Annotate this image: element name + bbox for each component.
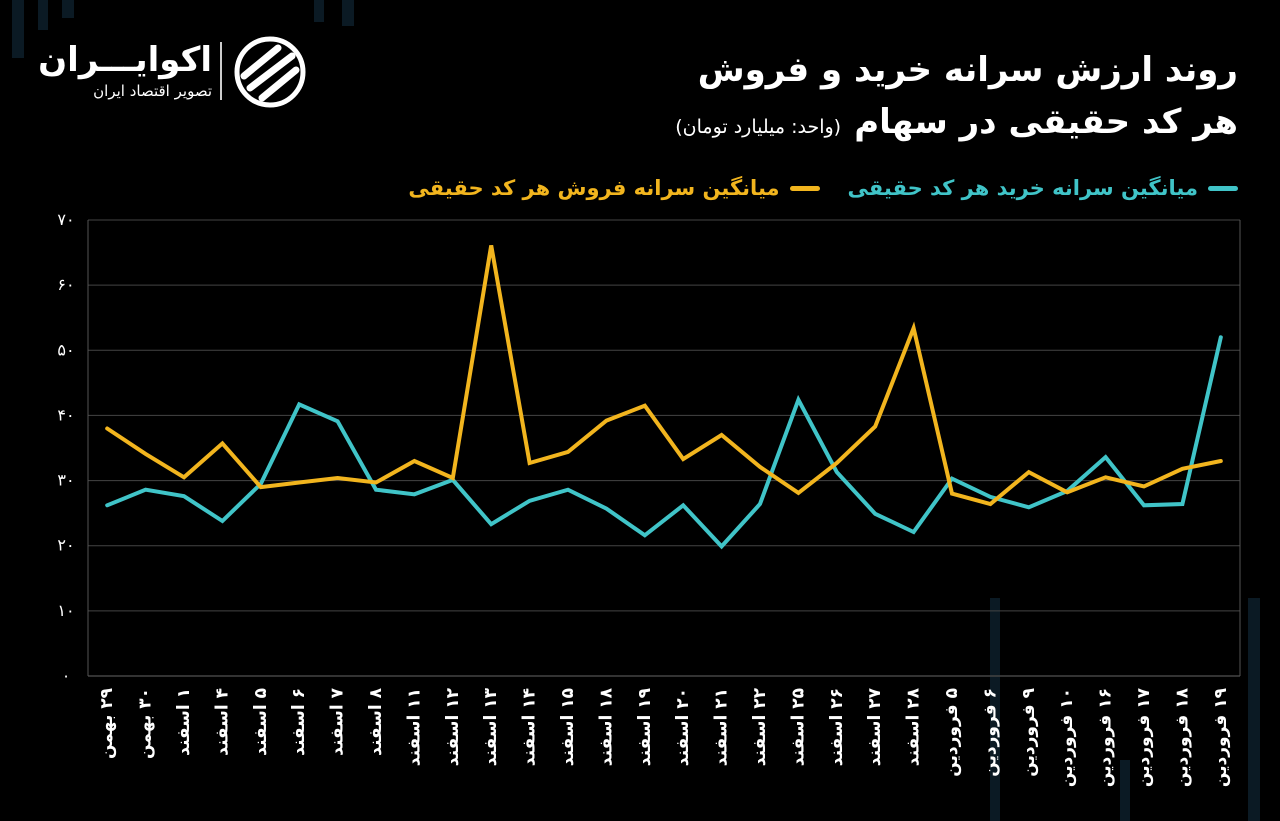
y-tick-label: ۵۰ (57, 340, 74, 359)
x-tick-label: ۴ اسفند (212, 688, 232, 756)
background-bar (38, 0, 48, 30)
y-tick-label: ۴۰ (57, 405, 74, 424)
background-bar (1248, 598, 1260, 821)
legend-label-sell: میانگین سرانه فروش هر کد حقیقی (408, 176, 780, 200)
y-tick-label: ۷۰ (57, 210, 74, 229)
x-tick-label: ۸ اسفند (366, 687, 386, 755)
background-bar (314, 0, 324, 22)
y-tick-label: ۱۰ (57, 601, 74, 620)
x-tick-label: ۱۱ اسفند (404, 688, 424, 766)
x-tick-label: ۱۵ اسفند (558, 688, 578, 766)
x-tick-label: ۱۸ اسفند (596, 687, 616, 766)
x-tick-label: ۱۴ اسفند (520, 688, 540, 766)
background-bar (1120, 760, 1130, 821)
x-tick-label: ۵ فروردین (942, 688, 962, 777)
x-tick-label: ۲۰ اسفند (673, 688, 693, 766)
title-line-2-text: هر کد حقیقی در سهام (854, 102, 1238, 142)
background-bar (990, 598, 1000, 821)
background-bar (62, 0, 74, 18)
x-tick-label: ۲۲ اسفند (750, 687, 770, 766)
logo-name: اکوایـــران (38, 40, 212, 80)
x-tick-label: ۱۹ اسفند (635, 687, 655, 766)
title-line-1: روند ارزش سرانه خرید و فروش (697, 50, 1238, 90)
y-tick-label: ۳۰ (57, 471, 74, 490)
x-tick-label: ۱۰ فروردین (1057, 688, 1077, 787)
x-tick-label: ۲۵ اسفند (788, 688, 808, 766)
x-tick-label: ۶ اسفند (289, 688, 309, 756)
logo-subtitle: تصویر اقتصاد ایران (93, 82, 212, 100)
x-tick-label: ۲۹ بهمن (97, 687, 117, 759)
unit-label: (واحد: میلیارد تومان) (675, 116, 842, 138)
logo: اکوایـــران تصویر اقتصاد ایران (38, 36, 310, 108)
legend-item-buy: میانگین سرانه خرید هر کد حقیقی (848, 176, 1238, 200)
legend-swatch-buy (1208, 185, 1238, 191)
x-tick-label: ۳۰ بهمن (136, 688, 156, 759)
y-tick-label: ۶۰ (57, 275, 74, 294)
background-bar (342, 0, 354, 26)
x-tick-label: ۱۷ فروردین (1134, 687, 1154, 787)
x-tick-label: ۲۸ اسفند (904, 687, 924, 766)
legend: میانگین سرانه خرید هر کد حقیقی میانگین س… (408, 176, 1238, 200)
background-bar (12, 0, 24, 58)
x-tick-label: ۱ اسفند (174, 688, 194, 756)
x-tick-label: ۱۲ اسفند (443, 687, 463, 766)
x-tick-label: ۶ فروردین (980, 688, 1000, 777)
x-tick-label: ۹ فروردین (1019, 687, 1039, 776)
x-tick-label: ۲۷ اسفند (865, 687, 885, 766)
x-tick-label: ۷ اسفند (328, 687, 348, 755)
chart-title: روند ارزش سرانه خرید و فروش هر کد حقیقی … (675, 44, 1238, 154)
y-tick-label: ۰ (62, 666, 71, 685)
legend-item-sell: میانگین سرانه فروش هر کد حقیقی (408, 176, 820, 200)
x-tick-label: ۱۳ اسفند (481, 687, 501, 766)
y-tick-label: ۲۰ (57, 536, 74, 555)
ecoiran-logo-icon (234, 36, 306, 108)
x-tick-label: ۱۸ فروردین (1172, 687, 1192, 787)
logo-divider (220, 42, 222, 100)
legend-label-buy: میانگین سرانه خرید هر کد حقیقی (847, 176, 1198, 200)
x-tick-label: ۱۶ فروردین (1096, 688, 1116, 787)
x-tick-label: ۱۹ فروردین (1211, 687, 1231, 787)
series-line-buy (105, 335, 1223, 550)
legend-swatch-sell (789, 185, 820, 191)
x-tick-label: ۵ اسفند (251, 688, 271, 756)
x-tick-label: ۲۱ اسفند (712, 688, 732, 766)
title-line-2: هر کد حقیقی در سهام (واحد: میلیارد تومان… (675, 96, 1238, 154)
series-line-sell (105, 245, 1223, 507)
x-tick-label: ۲۶ اسفند (827, 688, 847, 766)
